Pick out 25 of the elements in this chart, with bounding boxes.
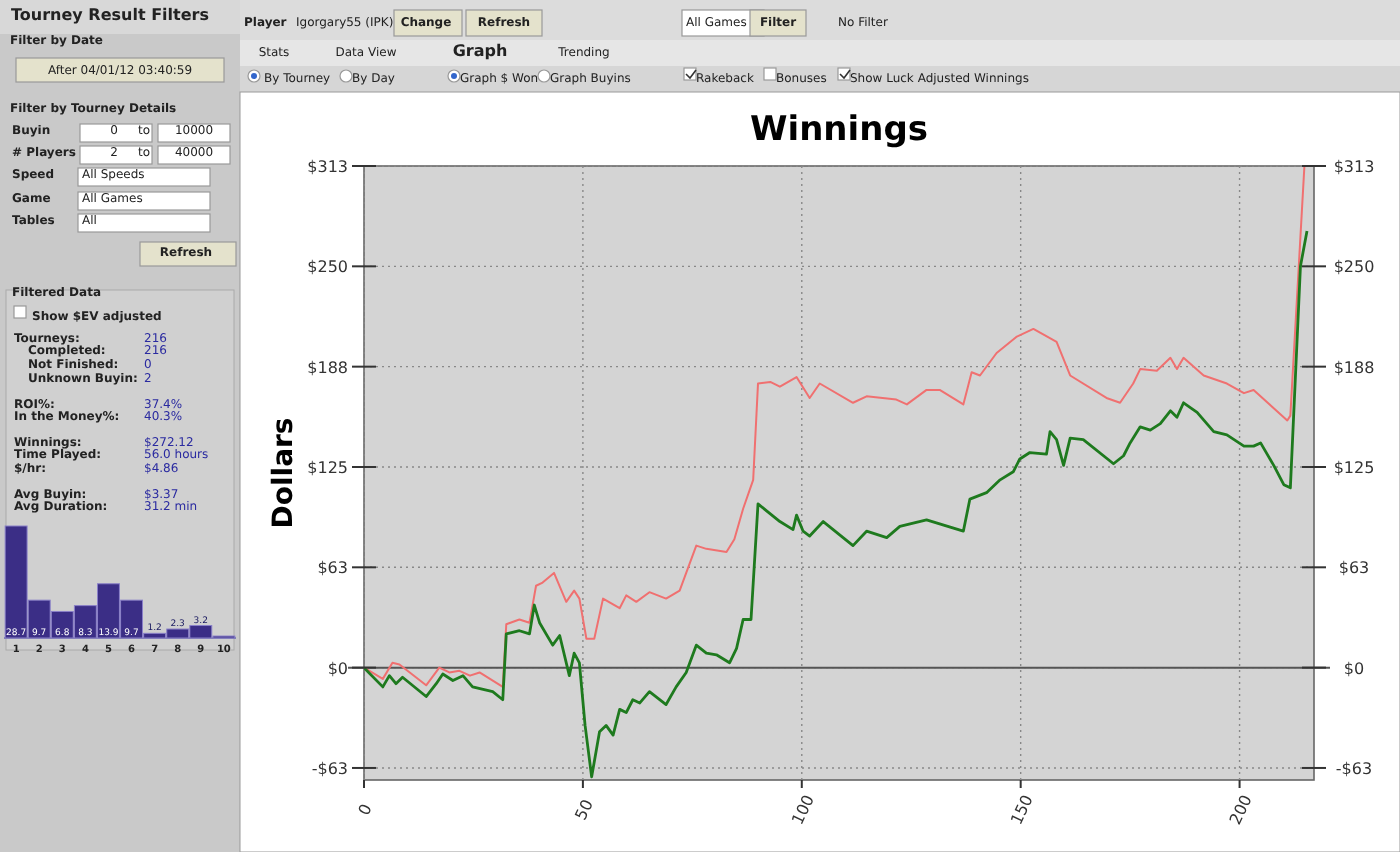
text: Tourney Result Filters bbox=[11, 6, 210, 24]
y2-tick-label: $250 bbox=[1333, 258, 1375, 277]
y2-tick-label: $63 bbox=[1338, 559, 1370, 578]
line-series bbox=[364, 165, 1306, 688]
text: Graph bbox=[452, 42, 508, 60]
y-tick-label: $313 bbox=[307, 158, 348, 176]
y-tick-label: $125 bbox=[307, 458, 348, 477]
y-tick-label: $63 bbox=[317, 559, 348, 578]
x-tick-label: 0 bbox=[355, 801, 376, 819]
y-axis-title: Dollars bbox=[268, 417, 300, 529]
x-tick-label: 50 bbox=[571, 796, 597, 823]
y2-tick-label: $125 bbox=[1333, 458, 1375, 477]
x-tick-label: 200 bbox=[1226, 792, 1256, 828]
y-tick-label: $188 bbox=[307, 358, 348, 377]
chart-title: Winnings bbox=[749, 110, 929, 150]
y2-tick-label: $0 bbox=[1343, 659, 1365, 678]
y-tick-label: $250 bbox=[307, 258, 348, 277]
y2-tick-label: $188 bbox=[1333, 358, 1375, 377]
y2-tick-label: -$63 bbox=[1335, 759, 1373, 778]
y-tick-label: -$63 bbox=[311, 759, 348, 778]
x-tick-label: 150 bbox=[1007, 792, 1037, 828]
y-tick-label: $0 bbox=[327, 659, 348, 678]
x-tick-label: 100 bbox=[788, 792, 818, 828]
line-series bbox=[364, 229, 1309, 779]
y2-tick-label: $313 bbox=[1333, 158, 1375, 176]
